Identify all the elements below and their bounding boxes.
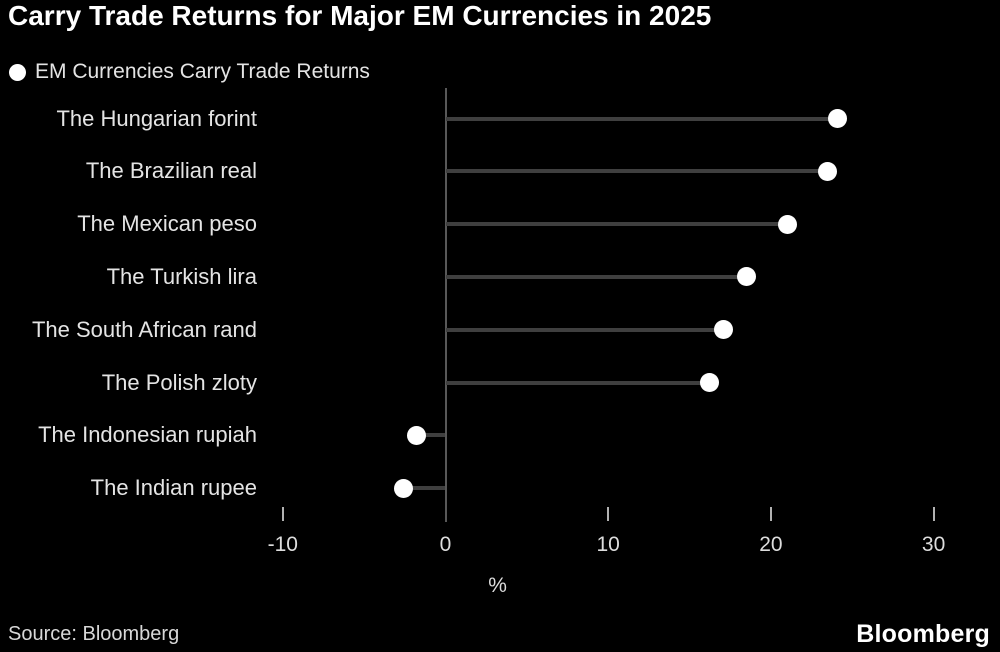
stem-line <box>445 380 710 385</box>
bloomberg-logo: Bloomberg <box>856 620 990 648</box>
x-axis-tick-label: 0 <box>439 533 452 556</box>
data-point-dot <box>699 373 719 392</box>
data-point-dot <box>828 109 848 128</box>
category-label: The Hungarian forint <box>56 105 257 131</box>
x-axis-tick-mark <box>607 507 610 521</box>
category-label: The South African rand <box>31 316 257 342</box>
stem-line <box>445 169 828 174</box>
stem-line <box>445 327 724 332</box>
category-label: The Turkish lira <box>106 263 257 289</box>
legend-label: EM Currencies Carry Trade Returns <box>35 60 370 83</box>
data-point-dot <box>406 425 426 445</box>
data-point-dot <box>393 478 413 498</box>
x-axis-tick-label: 20 <box>759 533 783 556</box>
chart-title: Carry Trade Returns for Major EM Currenc… <box>8 0 712 31</box>
stem-line <box>445 222 788 227</box>
category-label: The Polish zloty <box>101 369 257 395</box>
stem-line <box>416 433 446 438</box>
legend: EM Currencies Carry Trade Returns <box>9 59 370 85</box>
x-axis-tick-label: 10 <box>596 533 620 556</box>
source-note: Source: Bloomberg <box>8 623 180 645</box>
category-label: The Indonesian rupiah <box>38 422 257 448</box>
stem-line <box>445 274 747 279</box>
x-axis-unit-label: % <box>488 574 507 597</box>
category-label: The Brazilian real <box>85 158 257 184</box>
stem-line <box>403 486 446 491</box>
stem-line <box>445 116 838 121</box>
data-point-dot <box>714 320 734 340</box>
x-axis-tick-mark <box>769 507 772 521</box>
zero-axis-line <box>444 88 447 522</box>
legend-circle-icon <box>9 63 26 81</box>
x-axis-tick-mark <box>932 507 935 521</box>
data-point-dot <box>777 214 797 234</box>
x-axis-tick-label: 30 <box>921 533 946 556</box>
data-point-dot <box>818 161 838 181</box>
x-axis-tick-label: -10 <box>267 533 298 556</box>
category-label: The Indian rupee <box>90 475 257 501</box>
x-axis-tick-mark <box>281 507 284 521</box>
category-label: The Mexican peso <box>77 211 257 237</box>
data-point-dot <box>736 267 756 287</box>
